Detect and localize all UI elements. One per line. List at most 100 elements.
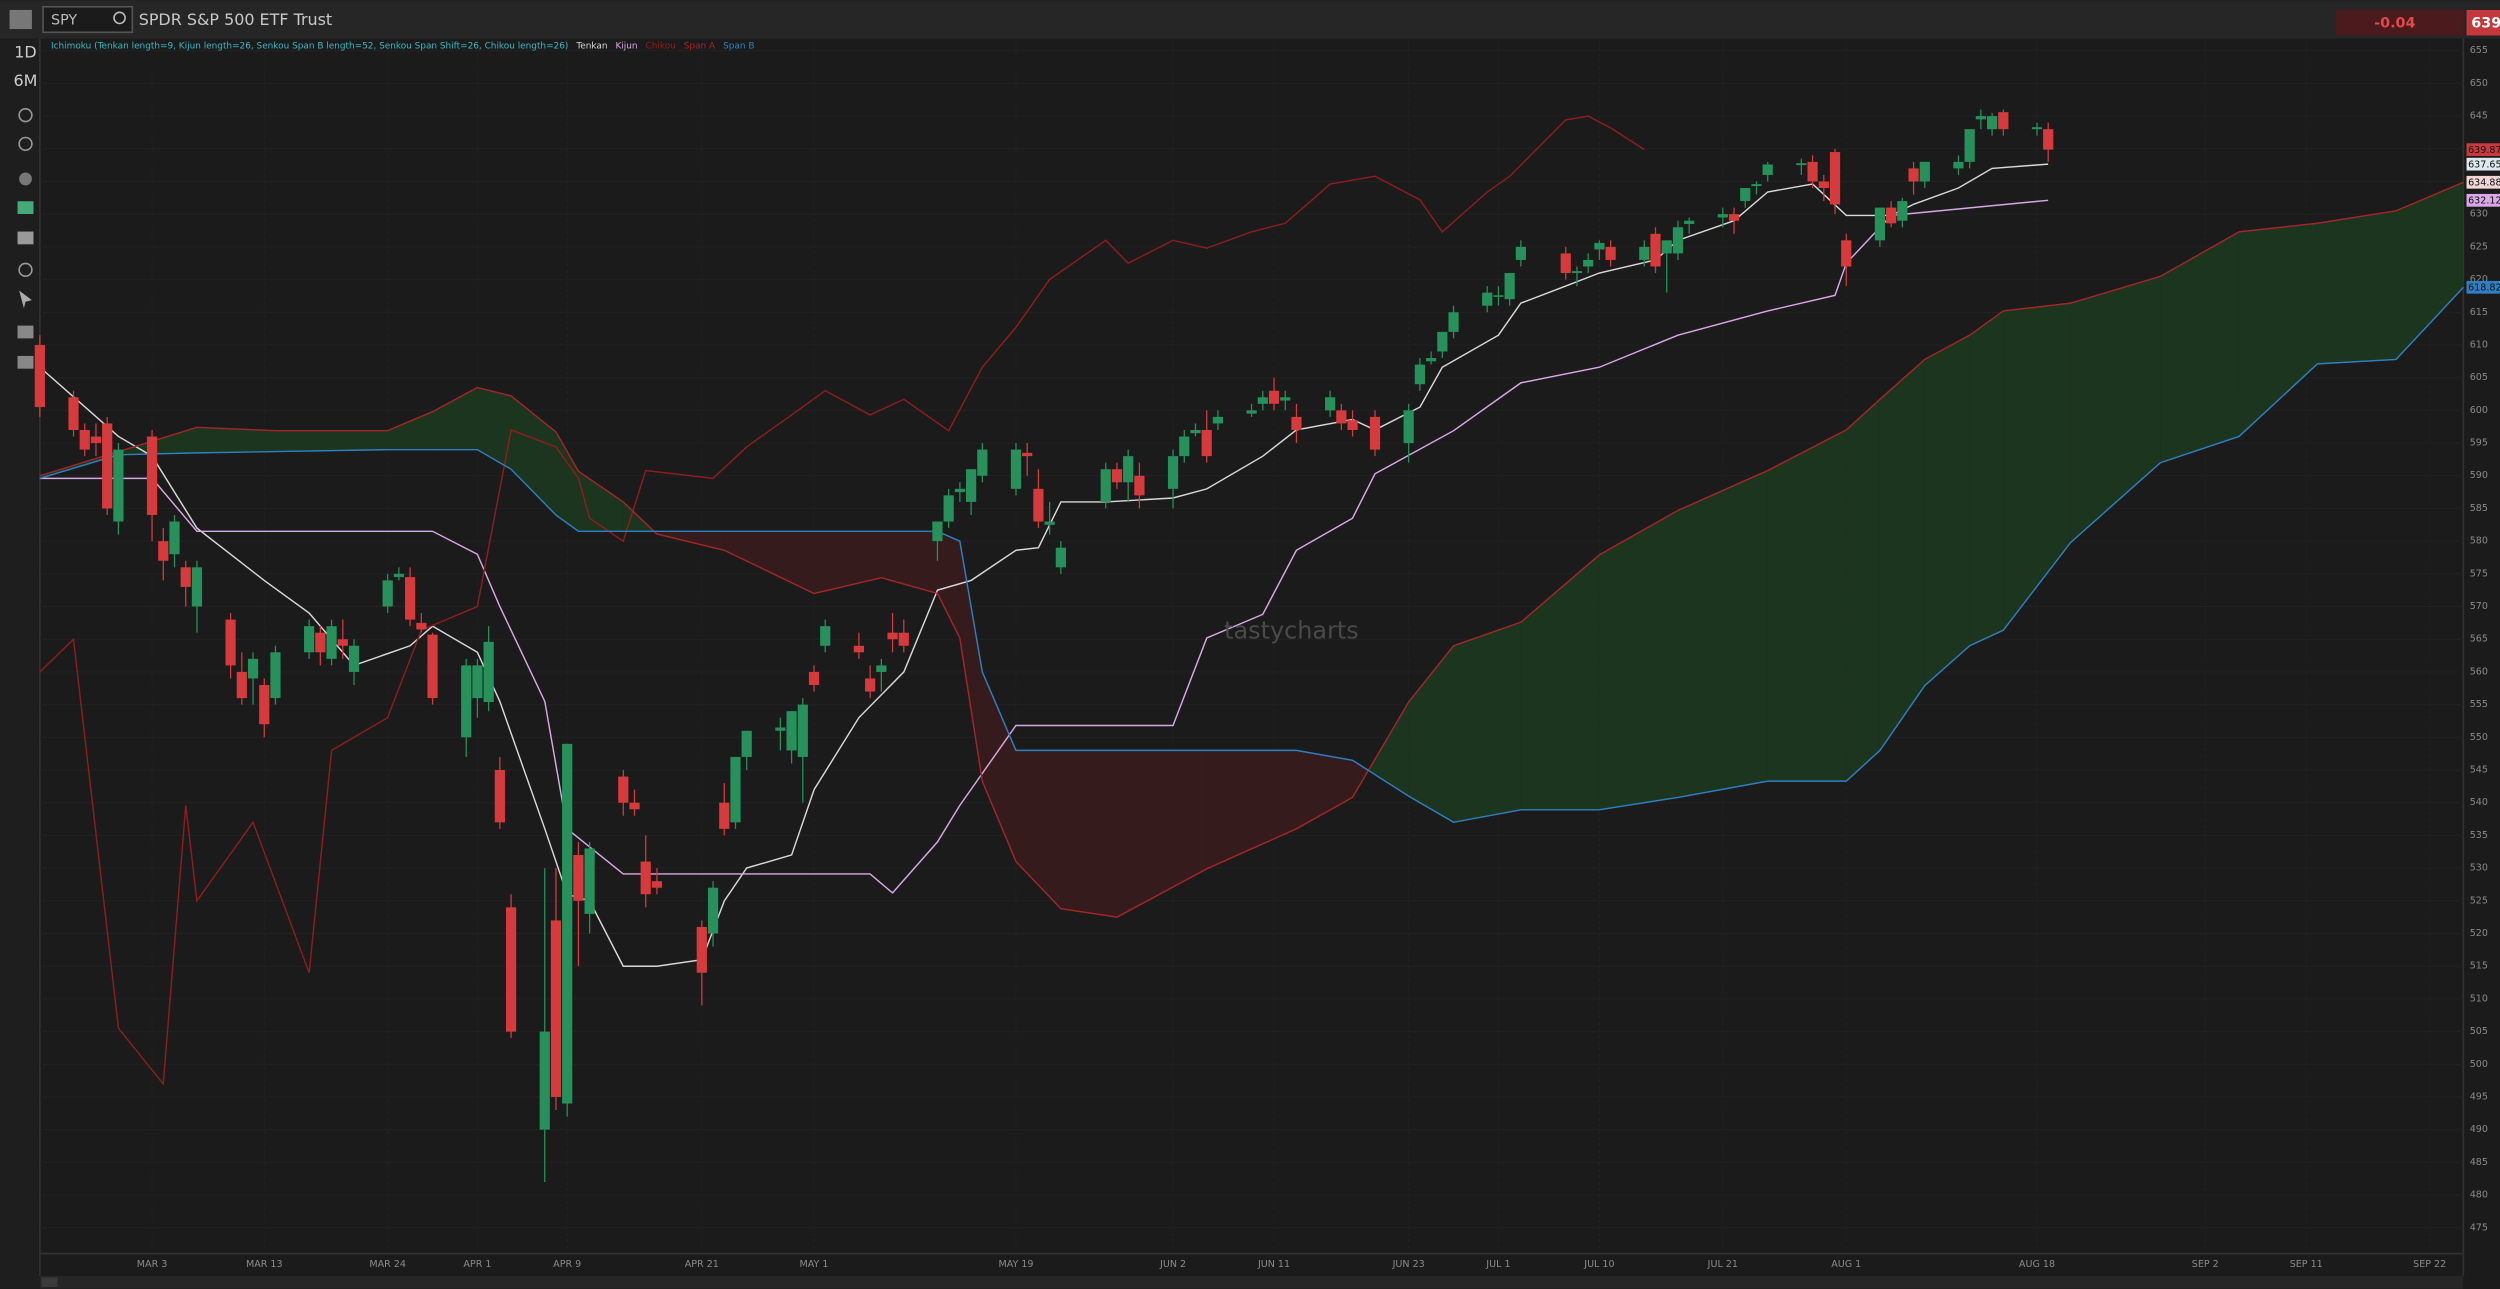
x-tick-label: AUG 1: [1831, 1259, 1861, 1270]
indicators[interactable]: [19, 172, 32, 186]
candle-body: [965, 469, 977, 502]
y-tick-label: 495: [2470, 1091, 2488, 1102]
candle-body: [1605, 246, 1616, 260]
x-tick-label: MAY 1: [800, 1259, 829, 1270]
indicator-line: [39, 115, 1645, 1086]
candle-body: [1325, 397, 1336, 411]
y-tick-label: 550: [2470, 732, 2488, 743]
candle-body: [1426, 358, 1437, 362]
candle-body: [146, 436, 158, 515]
candle-body: [416, 622, 427, 630]
cursor-tool[interactable]: [19, 290, 32, 309]
y-tick-label: 585: [2470, 503, 2488, 514]
price-tag-label: 632.12: [2468, 196, 2500, 207]
candle-body: [1482, 292, 1493, 306]
cloud: [1453, 622, 1521, 823]
scroll-left[interactable]: [41, 1277, 58, 1288]
menu-icon[interactable]: [9, 9, 32, 30]
cloud: [196, 427, 276, 453]
candle-body: [113, 449, 124, 522]
symbol[interactable]: SPY: [51, 12, 77, 28]
y-tick-label: 575: [2470, 568, 2488, 579]
cloud: [1015, 750, 1061, 909]
settings[interactable]: [18, 262, 33, 277]
candle-body: [304, 626, 315, 653]
cloud: [1060, 750, 1117, 918]
interval-button[interactable]: 1D: [14, 42, 36, 61]
legend-entry: Tenkan: [575, 41, 607, 51]
y-tick-label: 655: [2470, 45, 2488, 56]
candle-body: [1347, 420, 1358, 430]
candle-body: [337, 639, 348, 646]
studies[interactable]: [17, 201, 34, 215]
y-tick-label: 570: [2470, 601, 2488, 612]
cloud: [881, 531, 938, 594]
candle-body: [102, 423, 113, 509]
y-tick-label: 545: [2470, 765, 2488, 776]
candle-body: [1717, 214, 1728, 218]
cloud: [387, 411, 433, 450]
chart-type[interactable]: [17, 231, 34, 245]
candle-body: [191, 567, 203, 607]
search-icon[interactable]: [113, 11, 126, 25]
y-tick-label: 530: [2470, 863, 2488, 874]
candle-body: [472, 665, 483, 699]
symbol-input[interactable]: [42, 5, 134, 34]
candle-body: [1257, 397, 1268, 404]
candle-body: [1807, 161, 1818, 182]
y-tick-label: 630: [2470, 209, 2488, 220]
x-tick-label: JUL 1: [1485, 1259, 1510, 1270]
legend-entry: Span B: [723, 41, 754, 51]
cloud: [2070, 276, 2161, 543]
x-tick-label: JUN 2: [1159, 1259, 1186, 1270]
candle-body: [1639, 246, 1650, 260]
zoom-in[interactable]: [18, 107, 33, 123]
range-button[interactable]: 6M: [14, 71, 38, 90]
candle-body: [1751, 184, 1762, 187]
candle-body: [1190, 429, 1201, 434]
x-tick-label: MAR 13: [246, 1259, 283, 1270]
candle-body: [326, 626, 337, 659]
candle-body: [180, 567, 191, 587]
candle-body: [247, 658, 259, 679]
candle-body: [34, 344, 45, 408]
candle-body: [1044, 521, 1055, 525]
legend-entry: Kijun: [615, 41, 637, 51]
candle-body: [1762, 164, 1773, 175]
indicator-line: [39, 163, 2049, 967]
candle-body: [775, 727, 786, 731]
indicator-line: [39, 199, 2049, 894]
y-tick-label: 540: [2470, 797, 2488, 808]
drawing-tool[interactable]: [17, 325, 34, 339]
candle-body: [786, 711, 797, 751]
change-box: [2335, 9, 2464, 36]
x-tick-label: JUL 10: [1583, 1259, 1614, 1270]
x-tick-label: APR 21: [685, 1259, 719, 1270]
candle-body: [1437, 331, 1448, 352]
cloud: [1206, 750, 1297, 869]
x-tick-label: MAY 19: [998, 1259, 1033, 1270]
y-tick-label: 505: [2470, 1026, 2488, 1037]
open-folder[interactable]: [17, 355, 34, 369]
price-tag: [2466, 193, 2500, 207]
candle-body: [1010, 449, 1022, 489]
cloud: [1116, 750, 1207, 918]
candle-body: [808, 671, 820, 686]
price-tag-label: 639.87: [2468, 145, 2500, 156]
x-tick-label: MAR 3: [137, 1259, 168, 1270]
candle-body: [270, 652, 281, 699]
scrollbar[interactable]: [39, 1275, 2464, 1289]
candle-body: [236, 671, 247, 699]
candle-body: [79, 429, 90, 450]
candle-body: [1246, 410, 1257, 414]
y-tick-label: 525: [2470, 895, 2488, 906]
candle-body: [494, 770, 505, 823]
x-tick-label: SEP 11: [2290, 1259, 2323, 1270]
candle-body: [483, 641, 494, 703]
candle-body: [1672, 227, 1684, 254]
cloud: [1924, 335, 1970, 686]
candle-body: [1201, 429, 1212, 457]
candle-body: [1100, 469, 1111, 502]
zoom-out[interactable]: [18, 136, 33, 152]
